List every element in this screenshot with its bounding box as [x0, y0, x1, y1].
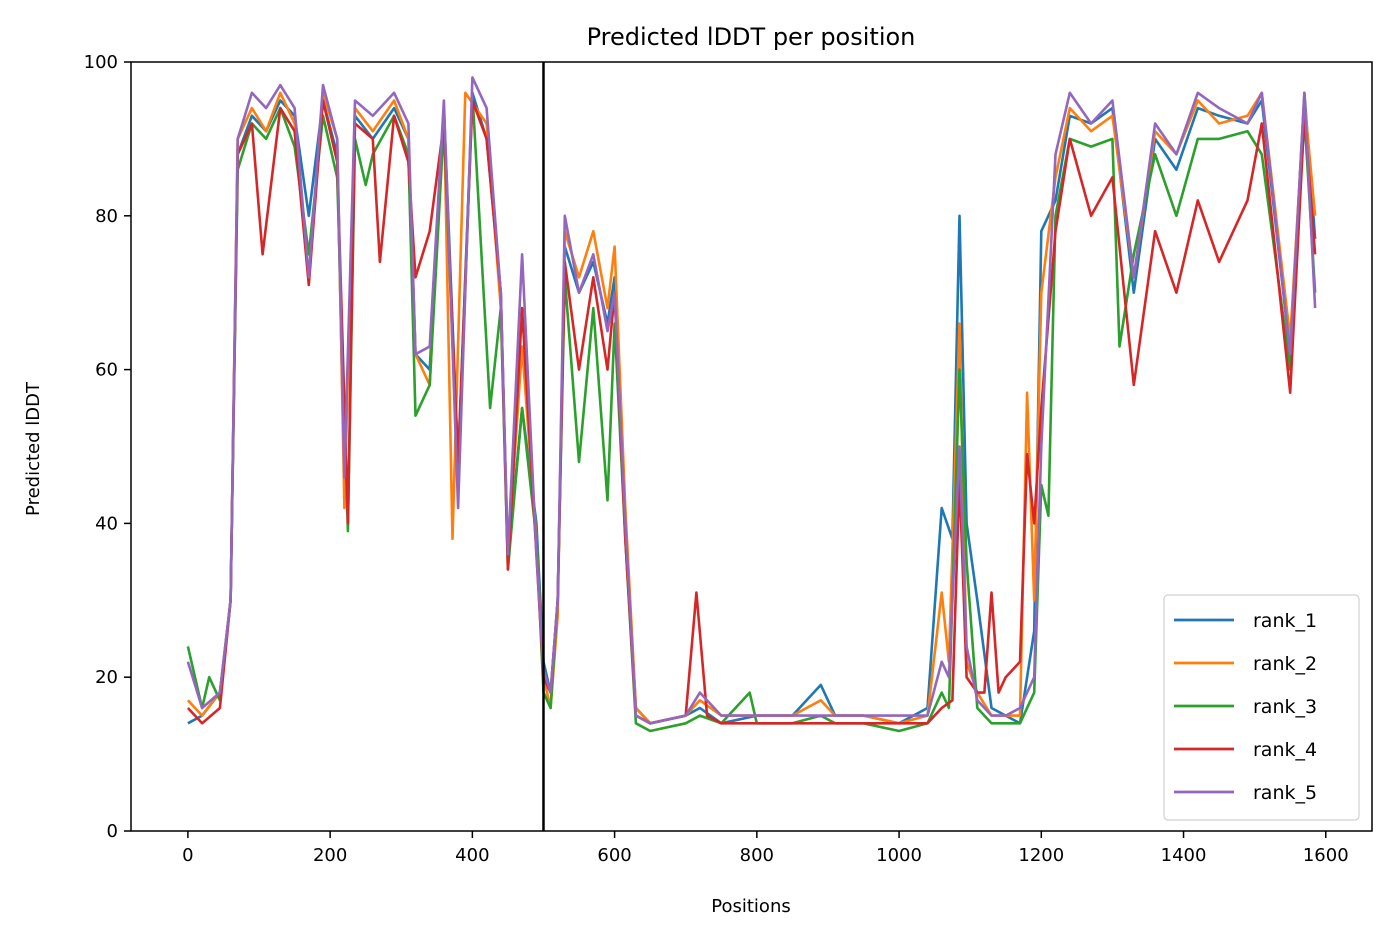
- series-line-rank-5: [186, 76, 1317, 725]
- x-tick-label: 1600: [1303, 845, 1349, 866]
- plot-frame: [130, 61, 1373, 832]
- x-tick-label: 400: [455, 845, 489, 866]
- legend-box: [1163, 594, 1360, 821]
- legend-label: rank_3: [1253, 696, 1317, 718]
- x-tick-label: 200: [313, 845, 347, 866]
- y-tick-label: 80: [95, 206, 118, 227]
- legend-label: rank_2: [1253, 653, 1317, 675]
- x-tick-label: 1200: [1018, 845, 1064, 866]
- y-axis-label: Predicted lDDT: [23, 381, 44, 516]
- legend-label: rank_4: [1253, 739, 1317, 761]
- legend-label: rank_5: [1253, 782, 1317, 804]
- y-tick-label: 20: [95, 667, 118, 688]
- x-tick-label: 600: [597, 845, 631, 866]
- legend-label: rank_1: [1253, 610, 1317, 632]
- x-axis: 0 200 400 600 800 1000 1200 1400 1600: [182, 831, 1349, 866]
- y-tick-label: 60: [95, 360, 118, 381]
- y-tick-label: 40: [95, 513, 118, 534]
- series-group: [186, 76, 1317, 733]
- y-axis: 0 20 40 60 80 100: [84, 52, 131, 842]
- legend: rank_1 rank_2 rank_3 rank_4 rank_5: [1163, 594, 1360, 821]
- y-tick-label: 100: [84, 52, 118, 73]
- y-tick-label: 0: [107, 821, 118, 842]
- x-tick-label: 1400: [1161, 845, 1207, 866]
- x-tick-label: 1000: [876, 845, 922, 866]
- x-tick-label: 0: [182, 845, 193, 866]
- x-tick-label: 800: [740, 845, 774, 866]
- x-axis-label: Positions: [711, 896, 790, 917]
- chart-title: Predicted lDDT per position: [587, 23, 916, 51]
